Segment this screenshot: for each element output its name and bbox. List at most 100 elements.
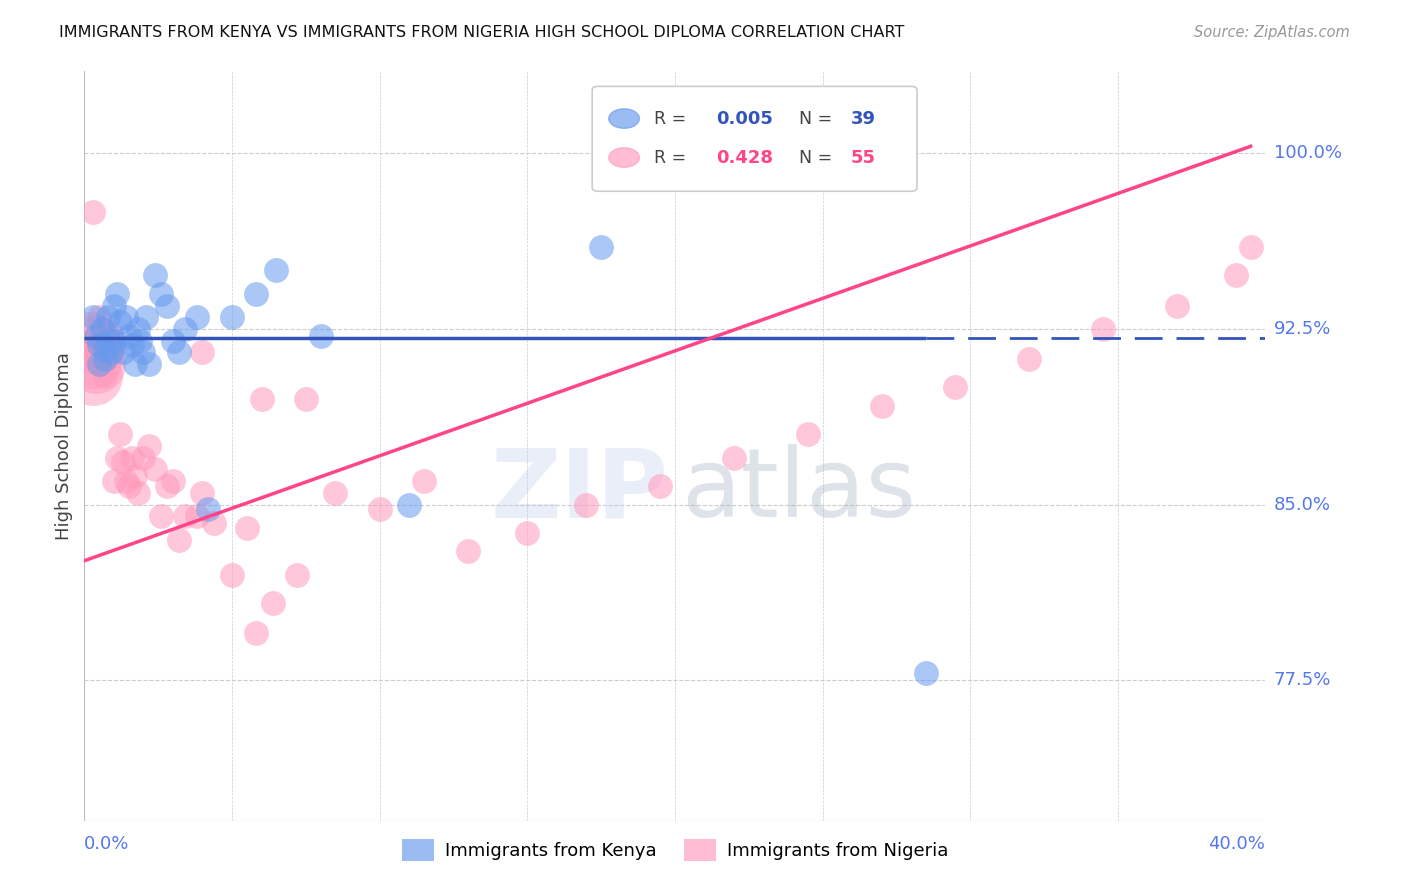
Point bbox=[325, 485, 347, 500]
Point bbox=[162, 474, 184, 488]
Point bbox=[111, 455, 134, 469]
Text: 85.0%: 85.0% bbox=[1274, 496, 1330, 514]
Point bbox=[84, 329, 107, 343]
Point bbox=[191, 345, 214, 359]
Point bbox=[156, 479, 179, 493]
Point bbox=[162, 334, 184, 348]
Point bbox=[132, 345, 155, 359]
Point bbox=[121, 338, 143, 352]
Point bbox=[82, 334, 104, 348]
Circle shape bbox=[609, 148, 640, 168]
Point bbox=[118, 329, 141, 343]
Point bbox=[143, 268, 166, 282]
Text: R =: R = bbox=[654, 110, 692, 128]
Point bbox=[84, 352, 107, 367]
Point bbox=[97, 345, 120, 359]
Text: R =: R = bbox=[654, 149, 692, 167]
Point bbox=[1240, 240, 1263, 254]
Point bbox=[870, 399, 893, 413]
Text: atlas: atlas bbox=[681, 444, 915, 538]
FancyBboxPatch shape bbox=[592, 87, 917, 191]
Point bbox=[124, 469, 146, 483]
Point bbox=[103, 334, 125, 348]
Point bbox=[295, 392, 318, 406]
Point bbox=[150, 509, 173, 524]
Point bbox=[87, 310, 111, 325]
Legend: Immigrants from Kenya, Immigrants from Nigeria: Immigrants from Kenya, Immigrants from N… bbox=[394, 831, 956, 868]
Point bbox=[191, 485, 214, 500]
Point bbox=[100, 345, 122, 359]
Point bbox=[108, 427, 131, 442]
Text: 55: 55 bbox=[851, 149, 876, 167]
Point bbox=[114, 310, 136, 325]
Text: 92.5%: 92.5% bbox=[1274, 320, 1331, 338]
Point bbox=[127, 485, 149, 500]
Point bbox=[245, 626, 267, 640]
Point bbox=[1092, 322, 1115, 336]
Point bbox=[132, 450, 155, 465]
Point bbox=[84, 338, 107, 352]
Point bbox=[413, 474, 436, 488]
Point bbox=[516, 525, 538, 540]
Point bbox=[266, 263, 288, 277]
Point bbox=[457, 544, 479, 558]
Point bbox=[91, 322, 114, 336]
Point bbox=[368, 502, 391, 516]
Point bbox=[124, 357, 146, 371]
Point bbox=[87, 338, 111, 352]
Point bbox=[250, 392, 273, 406]
Point bbox=[97, 310, 120, 325]
Text: IMMIGRANTS FROM KENYA VS IMMIGRANTS FROM NIGERIA HIGH SCHOOL DIPLOMA CORRELATION: IMMIGRANTS FROM KENYA VS IMMIGRANTS FROM… bbox=[59, 25, 904, 40]
Point bbox=[94, 352, 117, 367]
Point bbox=[121, 450, 143, 465]
Point bbox=[221, 567, 243, 582]
Point bbox=[114, 474, 136, 488]
Point bbox=[118, 479, 141, 493]
Point bbox=[1225, 268, 1247, 282]
Text: Source: ZipAtlas.com: Source: ZipAtlas.com bbox=[1194, 25, 1350, 40]
Point bbox=[197, 502, 219, 516]
Point bbox=[150, 286, 173, 301]
Point bbox=[105, 286, 128, 301]
Point bbox=[91, 345, 114, 359]
Point bbox=[143, 462, 166, 476]
Point bbox=[650, 479, 672, 493]
Point bbox=[129, 334, 152, 348]
Point bbox=[82, 204, 104, 219]
Point bbox=[186, 509, 208, 524]
Point bbox=[167, 345, 190, 359]
Text: 0.0%: 0.0% bbox=[84, 835, 129, 853]
Text: N =: N = bbox=[799, 149, 838, 167]
Point bbox=[797, 427, 820, 442]
Text: ZIP: ZIP bbox=[491, 444, 669, 538]
Point bbox=[245, 286, 267, 301]
Point bbox=[1018, 352, 1040, 367]
Point bbox=[87, 357, 111, 371]
Point bbox=[262, 596, 284, 610]
Text: 100.0%: 100.0% bbox=[1274, 145, 1341, 162]
Point bbox=[94, 322, 117, 336]
Point bbox=[156, 298, 179, 312]
Text: 39: 39 bbox=[851, 110, 876, 128]
Text: 40.0%: 40.0% bbox=[1209, 835, 1265, 853]
Point bbox=[723, 450, 745, 465]
Point bbox=[82, 368, 104, 383]
Point bbox=[186, 310, 208, 325]
Point bbox=[127, 322, 149, 336]
Circle shape bbox=[609, 109, 640, 128]
Text: 0.428: 0.428 bbox=[716, 149, 773, 167]
Point bbox=[100, 345, 122, 359]
Point bbox=[138, 357, 160, 371]
Point bbox=[105, 450, 128, 465]
Y-axis label: High School Diploma: High School Diploma bbox=[55, 352, 73, 540]
Point bbox=[591, 240, 613, 254]
Point bbox=[575, 498, 598, 512]
Point bbox=[87, 338, 111, 352]
Text: N =: N = bbox=[799, 110, 838, 128]
Point bbox=[915, 666, 938, 681]
Point bbox=[236, 521, 259, 535]
Point bbox=[108, 315, 131, 329]
Point bbox=[82, 310, 104, 325]
Point bbox=[309, 329, 332, 343]
Point bbox=[94, 343, 117, 357]
